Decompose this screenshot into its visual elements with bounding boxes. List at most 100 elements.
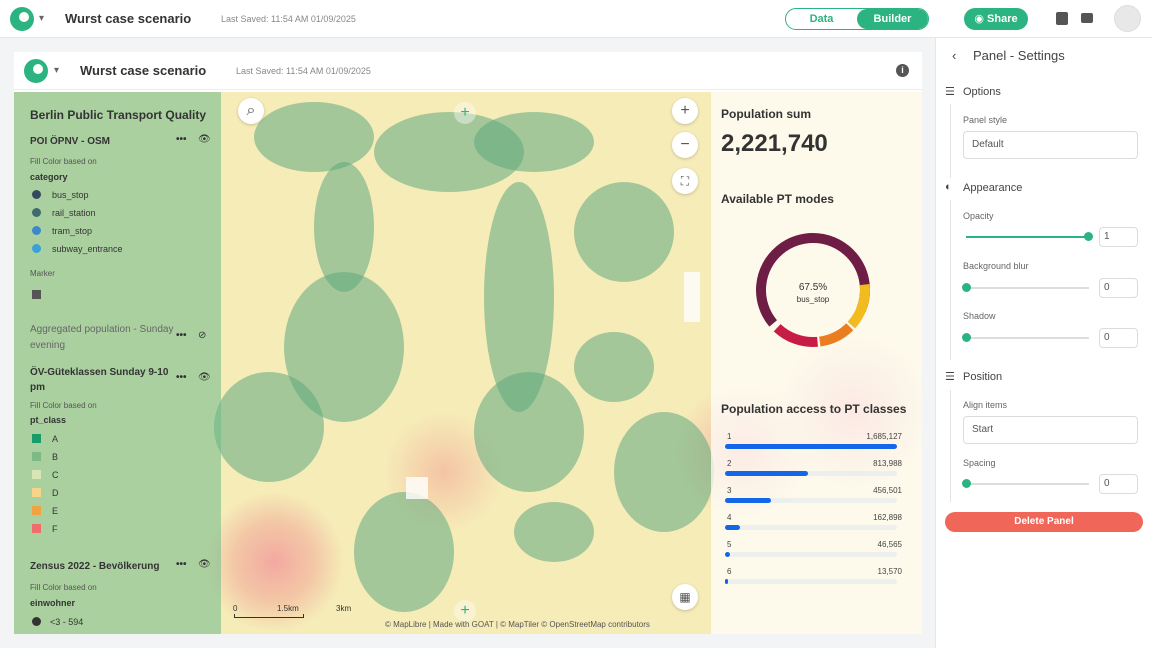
access-value-label: 13,570 bbox=[877, 567, 902, 576]
avatar[interactable] bbox=[1114, 5, 1141, 32]
last-saved: Last Saved: 11:54 AM 01/09/2025 bbox=[221, 14, 356, 24]
delete-panel-button[interactable]: Delete Panel bbox=[945, 512, 1143, 532]
eye-icon[interactable]: 👁 bbox=[198, 559, 211, 570]
legend-swatch bbox=[32, 226, 41, 235]
donut-pct: 67.5% bbox=[799, 282, 827, 293]
fullscreen-button[interactable]: ⛶ bbox=[672, 168, 698, 194]
opacity-input[interactable]: 1 bbox=[1099, 227, 1138, 247]
info-icon[interactable]: i bbox=[896, 64, 909, 77]
access-bar bbox=[725, 471, 808, 476]
access-bar-track bbox=[725, 579, 897, 584]
eye-icon[interactable]: 👁 bbox=[198, 372, 211, 383]
more-icon[interactable]: ••• bbox=[176, 372, 187, 383]
scale-label-2: 3km bbox=[336, 604, 352, 613]
blur-input[interactable]: 0 bbox=[1099, 278, 1138, 298]
legend-panel: Berlin Public Transport Quality POI ÖPNV… bbox=[14, 92, 221, 634]
layer-name: Aggregated population - Sunday evening bbox=[30, 324, 174, 351]
chevron-down-icon[interactable]: ▾ bbox=[39, 13, 45, 24]
access-bar bbox=[725, 498, 771, 503]
legend-item-label: C bbox=[52, 470, 59, 480]
globe-icon: ◉ bbox=[974, 13, 988, 25]
fullscreen-icon: ⛶ bbox=[680, 174, 690, 188]
spacing-input[interactable]: 0 bbox=[1099, 474, 1138, 494]
modes-title: Available PT modes bbox=[721, 192, 834, 206]
align-select[interactable]: Start bbox=[963, 416, 1138, 444]
legend-swatch bbox=[32, 617, 41, 626]
legend-item-label: subway_entrance bbox=[52, 244, 123, 254]
eye-icon[interactable]: 👁 bbox=[198, 134, 211, 145]
appearance-icon: ◐ bbox=[945, 181, 952, 193]
spacing-slider[interactable] bbox=[962, 479, 971, 488]
layer-name: POI ÖPNV - OSM bbox=[30, 136, 111, 147]
fill-field: category bbox=[30, 172, 68, 182]
plus-icon: + bbox=[680, 102, 690, 119]
more-icon[interactable]: ••• bbox=[176, 330, 187, 341]
pop-title: Population sum bbox=[721, 107, 811, 121]
access-class-label: 6 bbox=[727, 567, 732, 576]
access-title: Population access to PT classes bbox=[721, 402, 907, 416]
server-icon[interactable] bbox=[1081, 13, 1093, 23]
pt-modes-donut: 67.5% bus_stop bbox=[756, 233, 870, 347]
legend-swatch bbox=[32, 208, 41, 217]
access-class-label: 2 bbox=[727, 459, 732, 468]
access-bar bbox=[725, 525, 740, 530]
more-icon[interactable]: ••• bbox=[176, 559, 187, 570]
map-icon: ▦ bbox=[679, 590, 691, 604]
access-class-label: 4 bbox=[727, 513, 732, 522]
add-panel-top-icon[interactable]: + bbox=[454, 102, 476, 124]
share-button[interactable]: ◉ Share bbox=[964, 8, 1028, 30]
scale-label-1: 1.5km bbox=[277, 604, 299, 613]
map-attribution: © MapLibre | Made with GOAT | © MapTiler… bbox=[385, 620, 650, 629]
scale-bar bbox=[234, 614, 304, 618]
access-bar-track bbox=[725, 525, 897, 530]
add-panel-bottom-icon[interactable]: + bbox=[454, 600, 476, 622]
fill-label: Fill Color based on bbox=[30, 583, 97, 592]
legend-item-label: D bbox=[52, 488, 59, 498]
layer-name: ÖV-Güteklassen Sunday 9-10 pm bbox=[30, 367, 169, 393]
marker-label: Marker bbox=[30, 269, 55, 278]
legend-item-label: A bbox=[52, 434, 59, 444]
blur-slider[interactable] bbox=[962, 283, 971, 292]
legend-swatch bbox=[32, 244, 41, 253]
legend-swatch bbox=[32, 506, 41, 515]
chevron-down-icon[interactable]: ▾ bbox=[54, 65, 60, 76]
tab-data[interactable]: Data bbox=[809, 13, 834, 25]
donut-label: bus_stop bbox=[797, 295, 830, 304]
align-label: Align items bbox=[963, 400, 1008, 410]
opacity-slider[interactable] bbox=[1084, 232, 1093, 241]
legend-item-label: E bbox=[52, 506, 59, 516]
app-logo[interactable] bbox=[10, 7, 34, 31]
access-bar-track bbox=[725, 471, 897, 476]
book-icon[interactable] bbox=[1056, 12, 1068, 25]
access-value-label: 46,565 bbox=[877, 540, 902, 549]
position-heading: Position bbox=[963, 371, 1003, 383]
fill-label: Fill Color based on bbox=[30, 401, 97, 410]
legend-swatch bbox=[32, 470, 41, 479]
shadow-slider[interactable] bbox=[962, 333, 971, 342]
pop-value: 2,221,740 bbox=[721, 130, 828, 157]
opacity-label: Opacity bbox=[963, 211, 994, 221]
tab-builder[interactable]: Builder bbox=[857, 9, 928, 29]
canvas-last-saved: Last Saved: 11:54 AM 01/09/2025 bbox=[236, 66, 371, 76]
access-value-label: 1,685,127 bbox=[866, 432, 902, 441]
back-icon[interactable]: ‹ bbox=[952, 48, 957, 63]
eye-off-icon[interactable]: ⊘ bbox=[198, 330, 207, 341]
stats-panel: Population sum 2,221,740 Available PT mo… bbox=[711, 92, 922, 634]
zoom-out-button[interactable]: − bbox=[672, 132, 698, 158]
layer-name: Zensus 2022 - Bevölkerung bbox=[30, 561, 160, 572]
view-toggle: Data Builder bbox=[785, 8, 929, 30]
more-icon[interactable]: ••• bbox=[176, 134, 187, 145]
project-title: Wurst case scenario bbox=[65, 11, 192, 26]
zoom-in-button[interactable]: + bbox=[672, 98, 698, 124]
legend-swatch bbox=[32, 434, 41, 443]
settings-panel: ‹ Panel - Settings ☰ Options Panel style… bbox=[935, 38, 1152, 648]
position-icon: ☰ bbox=[945, 371, 955, 383]
share-label: Share bbox=[987, 13, 1018, 25]
panel-style-select[interactable]: Default bbox=[963, 131, 1138, 159]
map-search-button[interactable]: ⌕ bbox=[238, 98, 264, 124]
basemap-button[interactable]: ▦ bbox=[672, 584, 698, 610]
access-bar bbox=[725, 444, 897, 449]
spacing-label: Spacing bbox=[963, 458, 996, 468]
fill-field: pt_class bbox=[30, 415, 67, 425]
shadow-input[interactable]: 0 bbox=[1099, 328, 1138, 348]
